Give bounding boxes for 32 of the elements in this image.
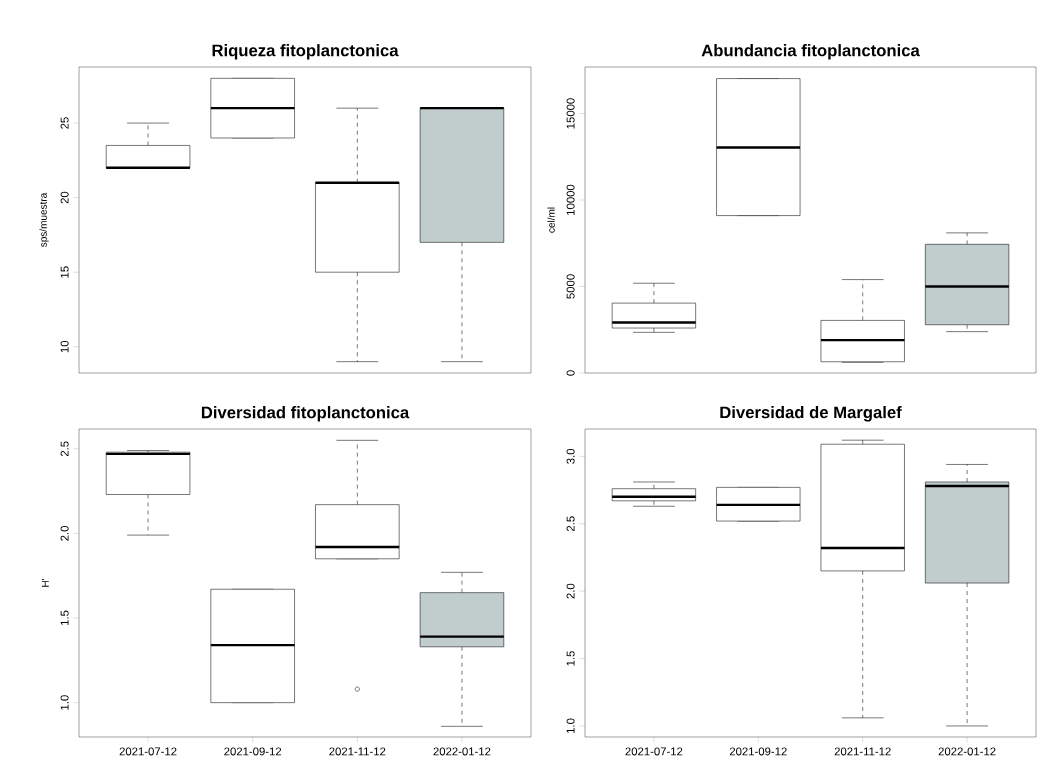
x-tick-label: 2022-01-12 (938, 747, 996, 756)
y-tick-label: 20 (60, 191, 69, 204)
y-tick-label: 3.0 (566, 448, 575, 464)
y-axis-title: sps/muestra (39, 192, 49, 247)
y-axis-title: cel/ml (547, 207, 555, 233)
x-tick-label: 2022-01-12 (433, 747, 491, 756)
chart-title: Diversidad de Margalef (720, 406, 902, 422)
y-tick-label: 0 (566, 370, 575, 376)
y-tick-label: 1.0 (566, 718, 575, 733)
y-tick-label: 2.0 (60, 525, 69, 541)
x-tick-label: 2021-11-12 (329, 747, 386, 756)
y-tick-label: 2.0 (566, 583, 575, 599)
y-tick-label: 1.5 (566, 651, 575, 666)
y-tick-label: 5000 (566, 274, 575, 299)
chart-title: Diversidad fitoplanctonica (201, 406, 410, 422)
x-tick-label: 2021-07-12 (625, 747, 683, 756)
y-tick-label: 25 (60, 117, 69, 129)
x-tick-label: 2021-07-12 (119, 747, 177, 756)
chart-title: Riqueza fitoplanctonica (212, 44, 399, 60)
y-axis-title: H' (41, 578, 49, 587)
chart-title: Abundancia fitoplanctonica (701, 44, 920, 60)
y-tick-label: 2.5 (566, 516, 575, 532)
x-tick-label: 2021-09-12 (729, 747, 787, 756)
y-tick-label: 1.5 (60, 610, 69, 626)
y-tick-label: 2.5 (60, 441, 69, 457)
y-tick-label: 1.0 (60, 695, 69, 710)
x-tick-label: 2021-11-12 (834, 747, 891, 756)
x-tick-label: 2021-09-12 (224, 747, 282, 756)
y-tick-label: 15000 (566, 98, 575, 129)
y-tick-label: 10 (60, 340, 69, 353)
y-tick-label: 15 (60, 266, 69, 278)
y-tick-label: 10000 (566, 184, 575, 215)
